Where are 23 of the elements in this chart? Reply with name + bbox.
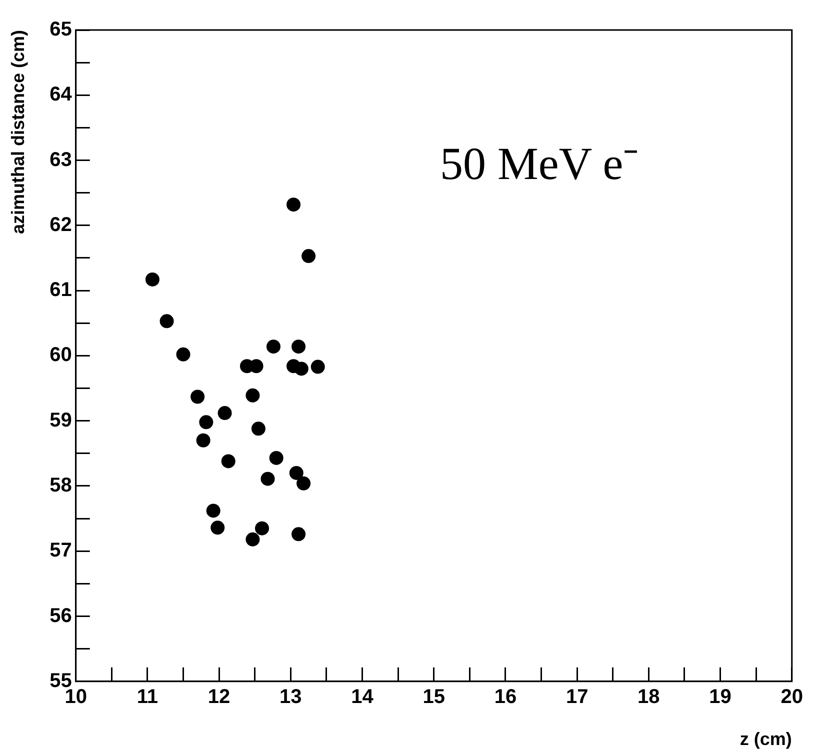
x-tick-label: 18 xyxy=(638,686,660,708)
y-axis-title: azimuthal distance (cm) xyxy=(8,30,28,234)
y-tick-label: 64 xyxy=(50,84,73,106)
x-tick-label: 16 xyxy=(494,686,517,708)
annotation: 50 MeV e⁻ xyxy=(440,137,640,191)
x-tick-label: 12 xyxy=(208,686,230,708)
x-tick-label: 11 xyxy=(136,686,158,708)
x-tick-label: 14 xyxy=(351,686,374,708)
x-tick-label: 13 xyxy=(280,686,302,708)
x-tick-label: 15 xyxy=(422,686,445,708)
y-tick-label: 59 xyxy=(50,409,72,432)
x-tick-label: 19 xyxy=(709,686,732,708)
x-axis-title: z (cm) xyxy=(740,729,792,750)
y-tick-label: 65 xyxy=(50,18,72,41)
y-tick-label: 63 xyxy=(50,148,72,171)
y-tick-label: 58 xyxy=(50,474,72,496)
x-tick-label: 17 xyxy=(566,686,588,708)
x-tick-label: 20 xyxy=(780,686,803,708)
y-tick-label: 60 xyxy=(50,344,72,366)
y-tick-label: 56 xyxy=(50,604,72,627)
y-tick-label: 61 xyxy=(50,279,72,302)
y-tick-label: 62 xyxy=(50,214,72,236)
y-tick-label: 57 xyxy=(50,540,72,562)
